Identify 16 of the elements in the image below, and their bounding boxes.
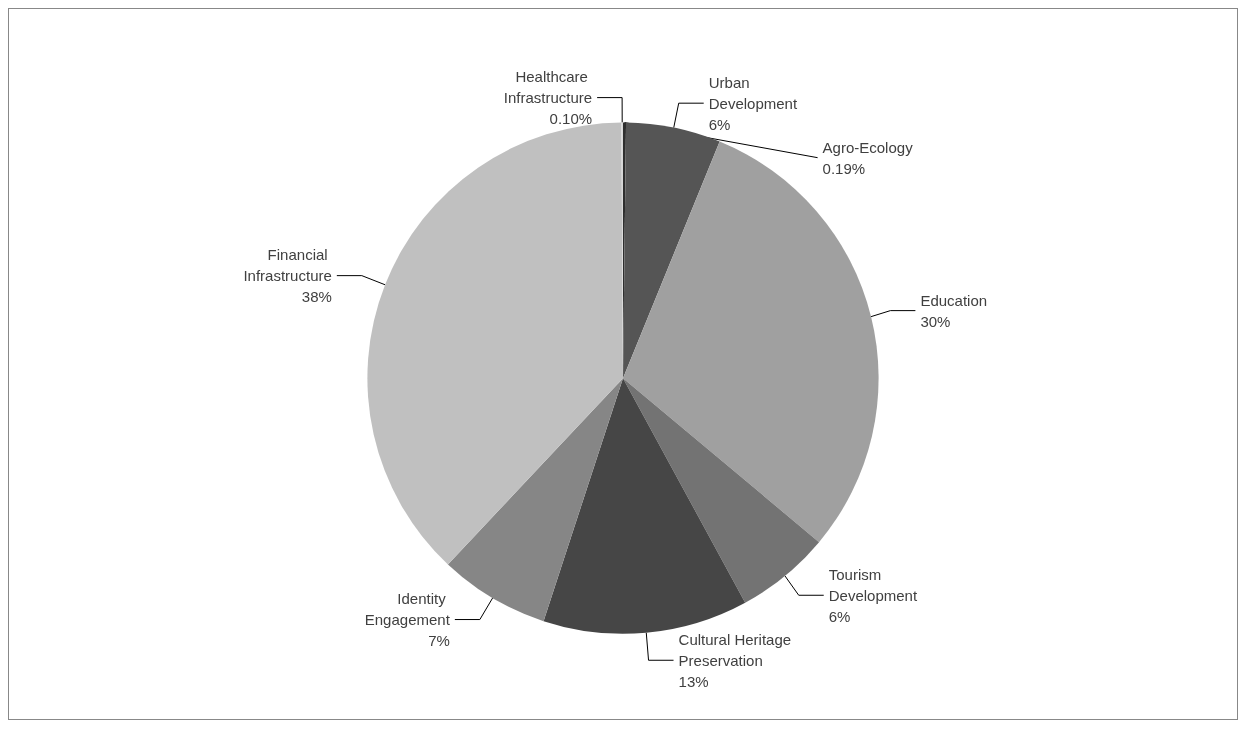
data-label: 7% <box>428 632 450 650</box>
data-label: 0.10% <box>549 110 593 128</box>
slice-label: Tourism Development <box>828 565 918 604</box>
data-label: 6% <box>828 607 851 625</box>
data-label: 38% <box>301 288 332 306</box>
data-label: 0.19% <box>822 159 866 177</box>
slice-label: Financial Infrastructure <box>243 246 332 285</box>
data-label: 30% <box>920 312 951 330</box>
slice-label: Education <box>920 291 988 309</box>
slice-label: Healthcare Infrastructure <box>503 68 593 107</box>
slice-label: Urban Development <box>708 73 798 112</box>
data-label: 13% <box>678 672 709 690</box>
data-label: 6% <box>708 115 731 133</box>
slice-label: Agro-Ecology <box>822 138 914 156</box>
slice-label: Identity Engagement <box>364 590 451 629</box>
slice-label: Cultural Heritage Preservation <box>678 630 796 669</box>
